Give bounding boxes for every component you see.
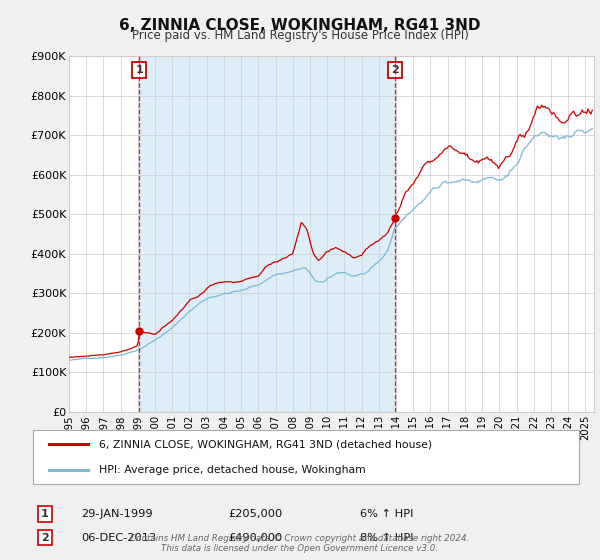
Text: 6, ZINNIA CLOSE, WOKINGHAM, RG41 3ND: 6, ZINNIA CLOSE, WOKINGHAM, RG41 3ND [119,18,481,33]
Text: 1: 1 [41,509,49,519]
Text: HPI: Average price, detached house, Wokingham: HPI: Average price, detached house, Woki… [98,465,365,474]
Text: £205,000: £205,000 [228,509,282,519]
Bar [139,56,395,412]
Text: 06-DEC-2013: 06-DEC-2013 [81,533,156,543]
Text: £490,000: £490,000 [228,533,282,543]
Text: 6, ZINNIA CLOSE, WOKINGHAM, RG41 3ND (detached house): 6, ZINNIA CLOSE, WOKINGHAM, RG41 3ND (de… [98,440,431,449]
Text: 2: 2 [391,65,398,75]
Text: Price paid vs. HM Land Registry's House Price Index (HPI): Price paid vs. HM Land Registry's House … [131,29,469,42]
Text: 1: 1 [136,65,143,75]
Text: 6% ↑ HPI: 6% ↑ HPI [360,509,413,519]
Text: 29-JAN-1999: 29-JAN-1999 [81,509,152,519]
Text: Contains HM Land Registry data © Crown copyright and database right 2024.
This d: Contains HM Land Registry data © Crown c… [130,534,470,553]
Text: 2: 2 [41,533,49,543]
Text: 8% ↑ HPI: 8% ↑ HPI [360,533,413,543]
